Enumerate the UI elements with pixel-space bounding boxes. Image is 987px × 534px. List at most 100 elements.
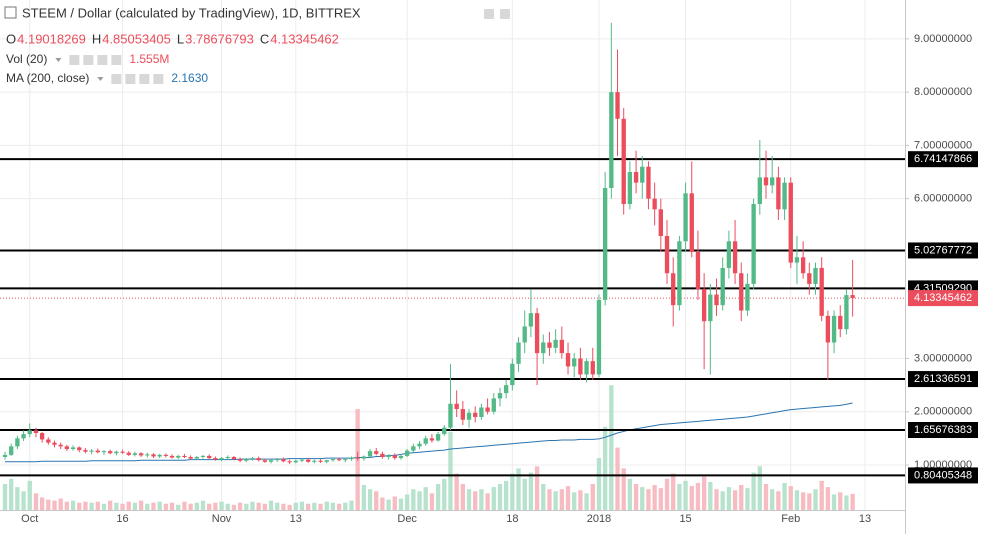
volume-bar — [306, 503, 311, 510]
volume-bar — [293, 502, 298, 510]
y-tick-label: 8.00000000 — [914, 86, 972, 98]
chart-title: STEEM / Dollar (calculated by TradingVie… — [22, 5, 361, 20]
ohlc-value: 3.78676793 — [185, 31, 254, 46]
candle-body — [64, 446, 70, 450]
volume-bar — [52, 500, 57, 510]
volume-bar — [460, 484, 466, 510]
candle-body — [689, 193, 694, 252]
volume-bar — [114, 502, 119, 510]
axis-layer: 1.000000002.000000003.000000006.00000000… — [21, 33, 978, 525]
candle-body — [39, 433, 45, 440]
candle-body — [714, 294, 719, 306]
volume-bar — [39, 497, 45, 510]
volume-bar — [151, 502, 156, 510]
candle-body — [770, 177, 775, 186]
ohlc-key: O — [6, 31, 16, 46]
volume-bar — [466, 489, 472, 510]
candle-body — [324, 460, 329, 462]
volume-bar — [819, 480, 824, 510]
volume-bar — [578, 490, 583, 510]
candle-body — [374, 451, 379, 454]
dropdown-icon — [97, 77, 104, 81]
volume-bar — [324, 501, 329, 510]
candle-body — [275, 459, 280, 461]
x-tick-label: Nov — [212, 513, 232, 525]
settings-icon[interactable] — [484, 9, 494, 19]
x-tick-label: 16 — [116, 513, 128, 525]
volume-bar — [831, 494, 837, 510]
volume-bar — [609, 385, 614, 510]
volume-bar — [788, 486, 793, 510]
candle-body — [838, 315, 843, 330]
volume-bar — [256, 502, 261, 510]
candle-body — [503, 385, 509, 394]
volume-bar — [491, 487, 496, 510]
volume-bar — [813, 489, 818, 510]
candle-body — [559, 339, 564, 354]
volume-bar — [200, 500, 206, 510]
indicator-icon — [83, 55, 94, 65]
volume-bar — [671, 473, 676, 510]
settings-icon[interactable] — [500, 9, 510, 19]
candle-body — [52, 442, 57, 445]
volume-bar — [398, 498, 404, 510]
candle-body — [640, 166, 645, 183]
volume-bar — [776, 491, 781, 510]
candle-body — [633, 172, 639, 183]
volume-bar — [188, 503, 193, 510]
volume-bar — [404, 494, 410, 510]
candle-body — [720, 267, 725, 306]
candle-body — [708, 294, 713, 322]
x-tick-label: 13 — [290, 513, 302, 525]
candle-body — [726, 241, 732, 268]
volume-bar — [423, 487, 428, 510]
volume-bar — [101, 503, 107, 510]
candle-body — [677, 241, 682, 306]
candle-body — [782, 182, 787, 210]
volume-bar — [763, 484, 769, 510]
candle-body — [831, 315, 837, 343]
volume-bar — [522, 478, 527, 510]
volume-bar — [745, 488, 750, 510]
x-tick-label: 18 — [506, 513, 518, 525]
ohlc-value: 4.13345462 — [270, 31, 339, 46]
volume-bar — [281, 503, 286, 510]
collapse-icon[interactable] — [4, 6, 17, 19]
volume-bar — [169, 502, 175, 510]
volume-bar — [219, 501, 224, 510]
level-label: 5.02767772 — [914, 244, 972, 256]
level-label-box — [908, 422, 978, 439]
candle-body — [237, 459, 243, 461]
volume-bar — [225, 503, 230, 510]
candle-body — [411, 446, 416, 451]
ohlc-key: C — [260, 31, 269, 46]
volume-bar — [108, 500, 113, 510]
candle-body — [590, 361, 595, 375]
last-price-label: 4.13345462 — [914, 292, 972, 304]
candle-body — [101, 451, 107, 453]
candle-body — [398, 455, 404, 459]
candle-body — [151, 454, 156, 457]
candle-body — [287, 461, 292, 463]
volume-bar — [367, 489, 373, 510]
candle-body — [516, 342, 521, 364]
volume-bar — [739, 485, 744, 510]
volume-bar — [46, 499, 51, 510]
volume-bar — [572, 492, 577, 510]
level-label: 1.65676383 — [914, 424, 972, 436]
indicator-name: Vol (20) — [6, 52, 47, 66]
candle-body — [194, 457, 199, 459]
candle-body — [423, 438, 428, 444]
ma-layer — [5, 402, 853, 463]
candle-body — [442, 427, 447, 435]
candle-body — [800, 257, 806, 274]
candle-body — [652, 198, 657, 210]
volume-bar — [392, 496, 397, 510]
indicator-value: 1.555M — [129, 52, 169, 66]
volume-bar — [182, 501, 187, 510]
candle-body — [479, 407, 484, 418]
candle-body — [262, 460, 268, 462]
candle-body — [213, 458, 218, 460]
candle-body — [355, 457, 360, 459]
